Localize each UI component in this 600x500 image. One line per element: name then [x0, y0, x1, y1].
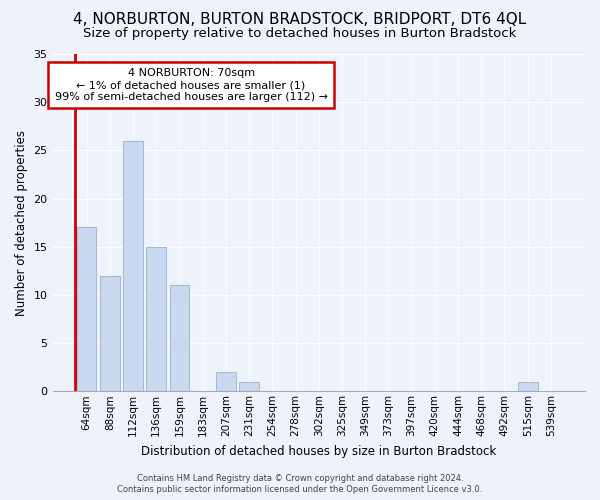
Bar [239, 382, 259, 392]
Text: Contains HM Land Registry data © Crown copyright and database right 2024.
Contai: Contains HM Land Registry data © Crown c… [118, 474, 482, 494]
Bar [216, 372, 236, 392]
Bar [100, 276, 119, 392]
Bar [123, 140, 143, 392]
Text: 4, NORBURTON, BURTON BRADSTOCK, BRIDPORT, DT6 4QL: 4, NORBURTON, BURTON BRADSTOCK, BRIDPORT… [73, 12, 527, 28]
Bar [77, 228, 97, 392]
Bar [146, 246, 166, 392]
Bar [518, 382, 538, 392]
Bar [170, 286, 190, 392]
X-axis label: Distribution of detached houses by size in Burton Bradstock: Distribution of detached houses by size … [141, 444, 496, 458]
Y-axis label: Number of detached properties: Number of detached properties [15, 130, 28, 316]
Text: Size of property relative to detached houses in Burton Bradstock: Size of property relative to detached ho… [83, 28, 517, 40]
Text: 4 NORBURTON: 70sqm
← 1% of detached houses are smaller (1)
99% of semi-detached : 4 NORBURTON: 70sqm ← 1% of detached hous… [55, 68, 328, 102]
